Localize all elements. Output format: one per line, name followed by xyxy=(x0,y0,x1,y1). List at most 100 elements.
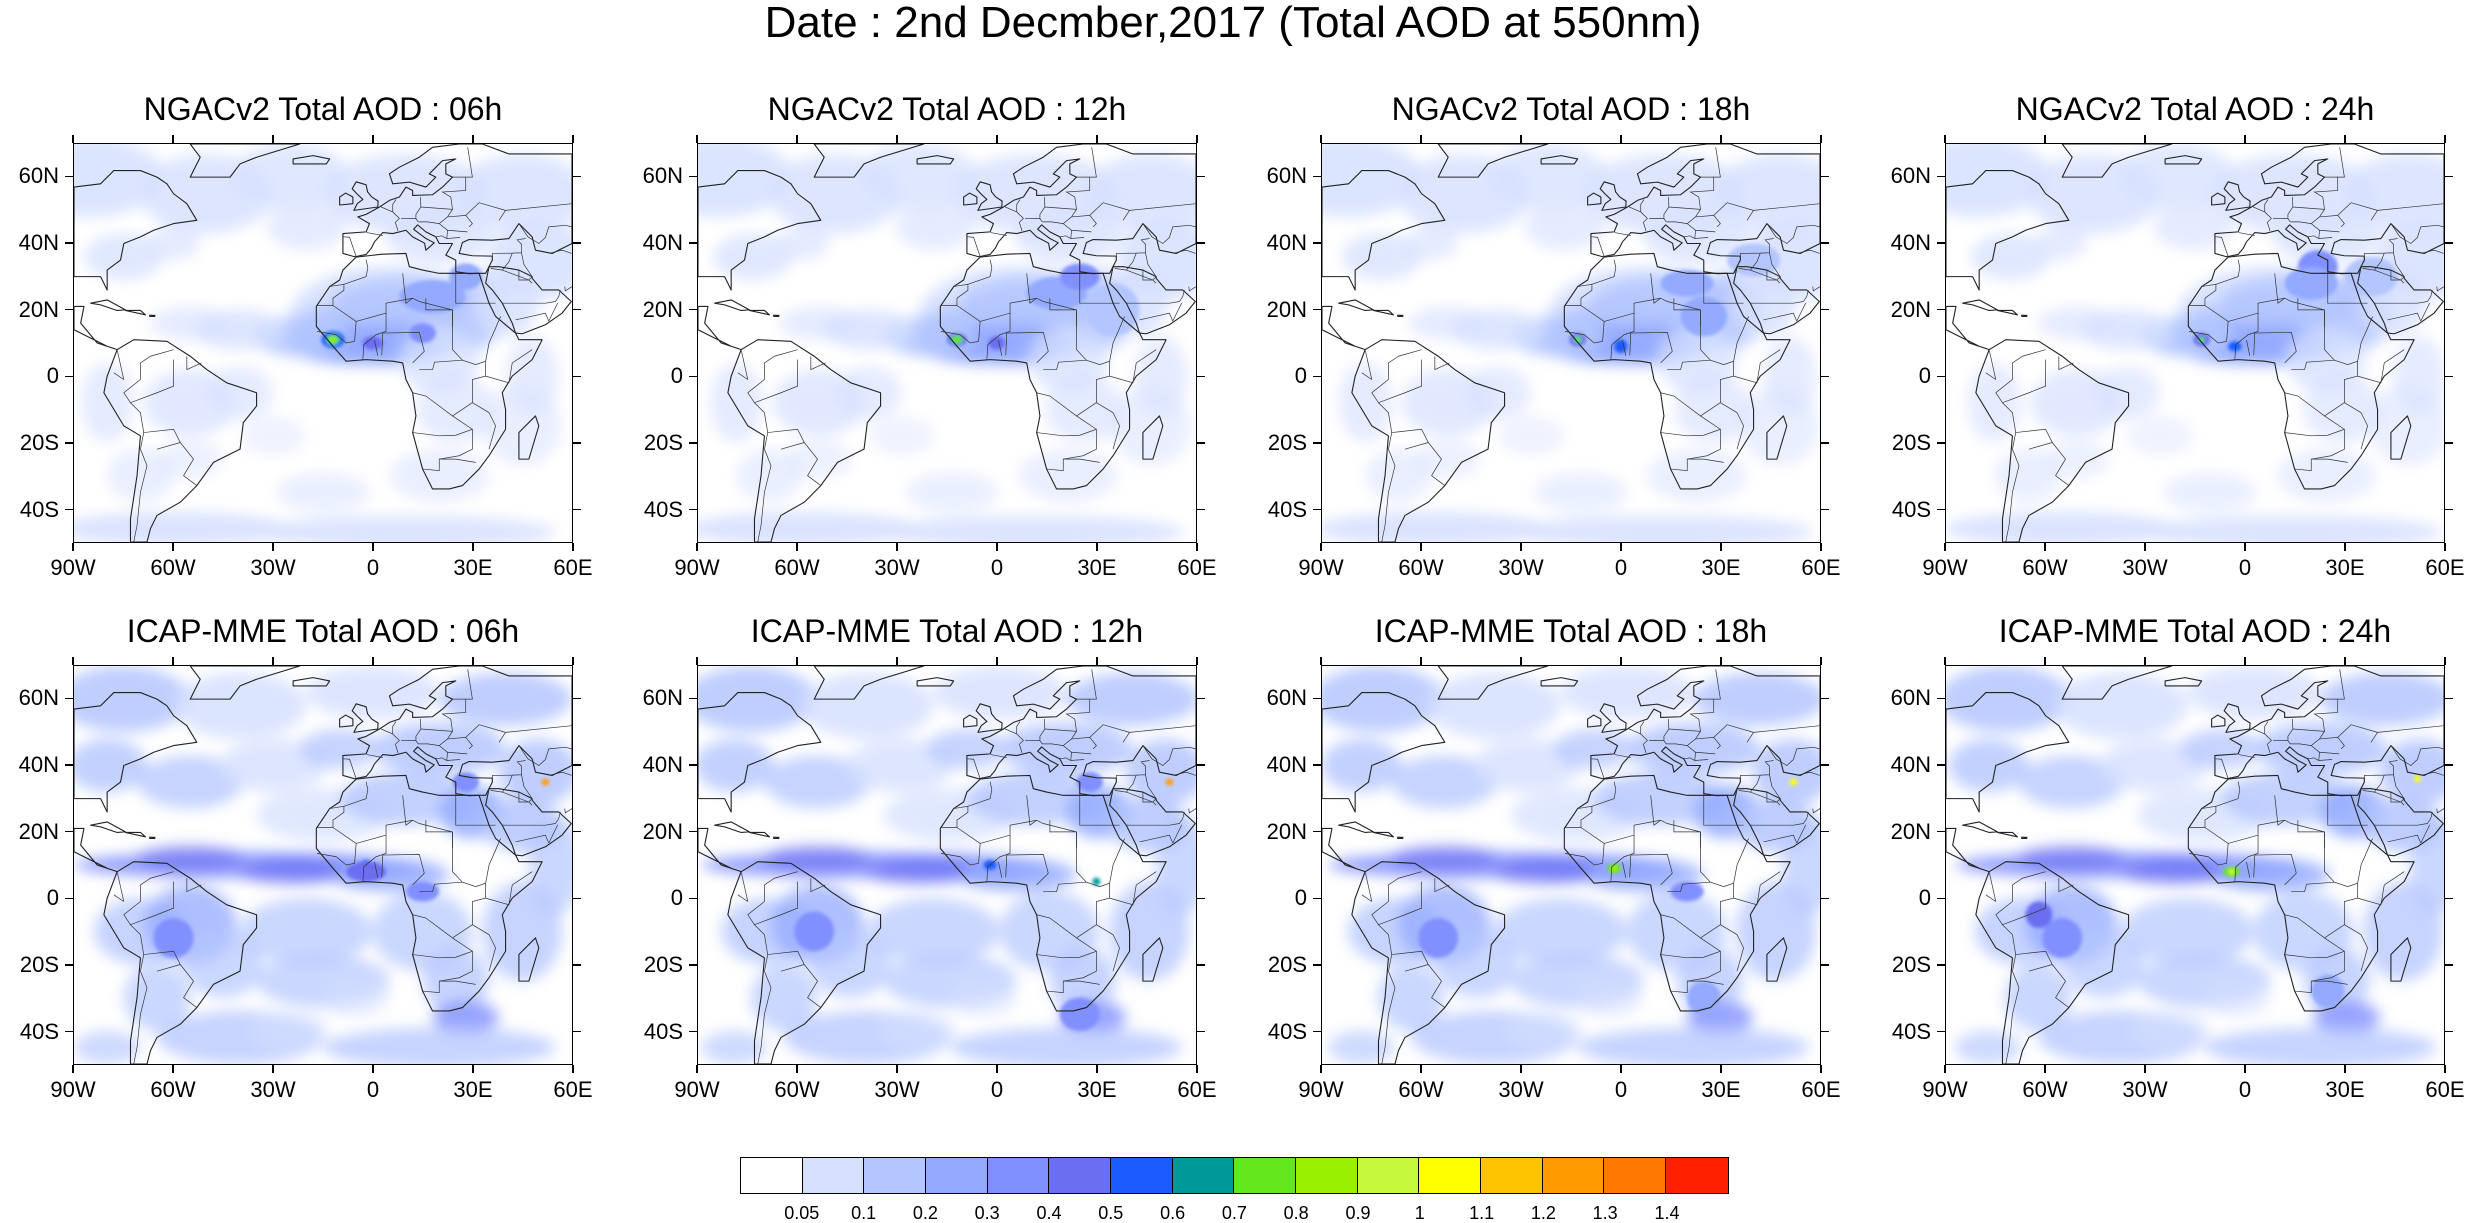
aod-hotspot xyxy=(153,918,194,958)
country-border xyxy=(2387,312,2422,322)
coastline xyxy=(2187,774,2415,1012)
lon-tick xyxy=(1944,135,1946,143)
lat-label: 40S xyxy=(1891,1018,1931,1044)
country-border xyxy=(1700,415,1721,430)
lat-label: 20N xyxy=(1266,818,1307,844)
aod-region xyxy=(1488,144,1608,211)
country-border xyxy=(366,754,383,758)
aod-region xyxy=(1493,898,1627,965)
lon-tick xyxy=(2244,1065,2246,1073)
country-border xyxy=(1076,937,1097,952)
country-border xyxy=(2362,775,2385,793)
lon-label: 60E xyxy=(1801,555,1841,580)
country-border xyxy=(133,954,148,1064)
country-border xyxy=(2238,754,2255,758)
aod-region xyxy=(1028,326,1109,393)
aod-hotspot xyxy=(452,772,480,793)
lon-tick xyxy=(1820,1065,1822,1073)
country-border xyxy=(1404,964,1429,972)
lon-label: 60E xyxy=(1177,555,1217,580)
aod-region xyxy=(1391,755,1498,809)
country-border xyxy=(1629,854,1673,886)
aod-hotspot xyxy=(794,911,835,952)
country-border xyxy=(2188,283,2217,306)
aod-region xyxy=(1626,722,1760,776)
coastline xyxy=(916,677,955,687)
country-border xyxy=(1044,699,1091,732)
lat-tick xyxy=(1313,308,1321,311)
country-borders xyxy=(1985,669,2444,1064)
lon-tick xyxy=(996,543,998,551)
lon-label: 60W xyxy=(1398,1077,1444,1102)
country-border xyxy=(1139,834,1174,844)
aod-map xyxy=(1322,666,1820,1064)
lon-tick xyxy=(996,657,998,665)
colorbar-swatch xyxy=(741,1158,803,1193)
country-border xyxy=(780,964,805,972)
lon-tick xyxy=(1944,543,1946,551)
country-border xyxy=(1188,286,1196,292)
country-border xyxy=(1089,724,1131,743)
coastline xyxy=(727,339,882,542)
aod-region xyxy=(230,144,350,211)
country-border xyxy=(1132,871,1157,905)
country-borders xyxy=(737,147,1196,542)
colorbar-swatch xyxy=(1481,1158,1543,1193)
lat-label: 20S xyxy=(643,952,683,977)
country-border xyxy=(1766,792,1781,806)
country-border xyxy=(2284,883,2358,939)
lon-label: 60E xyxy=(553,1077,593,1102)
aod-region xyxy=(859,144,979,211)
lat-label: 40S xyxy=(1891,496,1931,522)
country-border xyxy=(2377,725,2444,733)
lon-label: 0 xyxy=(366,1077,380,1102)
lon-label: 30E xyxy=(2325,1077,2365,1102)
lon-tick xyxy=(2244,135,2246,143)
country-border xyxy=(1139,312,1174,322)
lat-tick xyxy=(573,242,581,244)
country-border xyxy=(1016,199,1021,212)
country-border xyxy=(2215,259,2241,285)
lon-tick xyxy=(572,657,574,665)
country-border xyxy=(1769,774,1781,799)
lon-tick xyxy=(1620,135,1622,143)
lon-label: 60E xyxy=(2425,1077,2465,1102)
country-border xyxy=(1667,881,1711,892)
country-border xyxy=(1812,808,1820,814)
aod-region xyxy=(415,376,496,443)
country-border xyxy=(548,771,572,776)
aod-region xyxy=(1322,738,1402,793)
lon-label: 30E xyxy=(1077,1077,1117,1102)
colorbar-swatch xyxy=(1357,1158,1420,1193)
lon-tick xyxy=(896,135,898,143)
country-border xyxy=(1096,402,1120,450)
map-panel xyxy=(697,665,1197,1065)
coastline xyxy=(698,305,742,351)
aod-hotspots xyxy=(1418,778,1798,1015)
lat-tick xyxy=(573,697,581,700)
lon-tick xyxy=(2444,135,2446,143)
country-borders xyxy=(1985,147,2444,542)
lon-label: 30W xyxy=(250,555,296,580)
coastline xyxy=(1372,309,1394,316)
coastline xyxy=(2223,181,2251,211)
country-border xyxy=(2253,854,2297,886)
coastline xyxy=(698,692,822,813)
lat-tick xyxy=(1197,964,1205,966)
lat-tick xyxy=(1197,308,1205,311)
country-border xyxy=(548,249,572,254)
aod-region xyxy=(1644,210,1751,264)
lat-tick xyxy=(2445,442,2453,444)
aod-hotspot xyxy=(409,323,436,343)
country-border xyxy=(490,253,513,271)
aod-region xyxy=(905,472,999,513)
lat-tick xyxy=(65,308,73,311)
aod-region xyxy=(800,672,934,739)
lat-tick xyxy=(1937,442,1945,444)
aod-region xyxy=(173,672,307,739)
lat-label: 20S xyxy=(19,430,59,455)
country-border xyxy=(2387,834,2422,844)
country-border xyxy=(490,775,513,793)
country-border xyxy=(1564,827,1605,866)
coastline xyxy=(2061,666,2173,700)
